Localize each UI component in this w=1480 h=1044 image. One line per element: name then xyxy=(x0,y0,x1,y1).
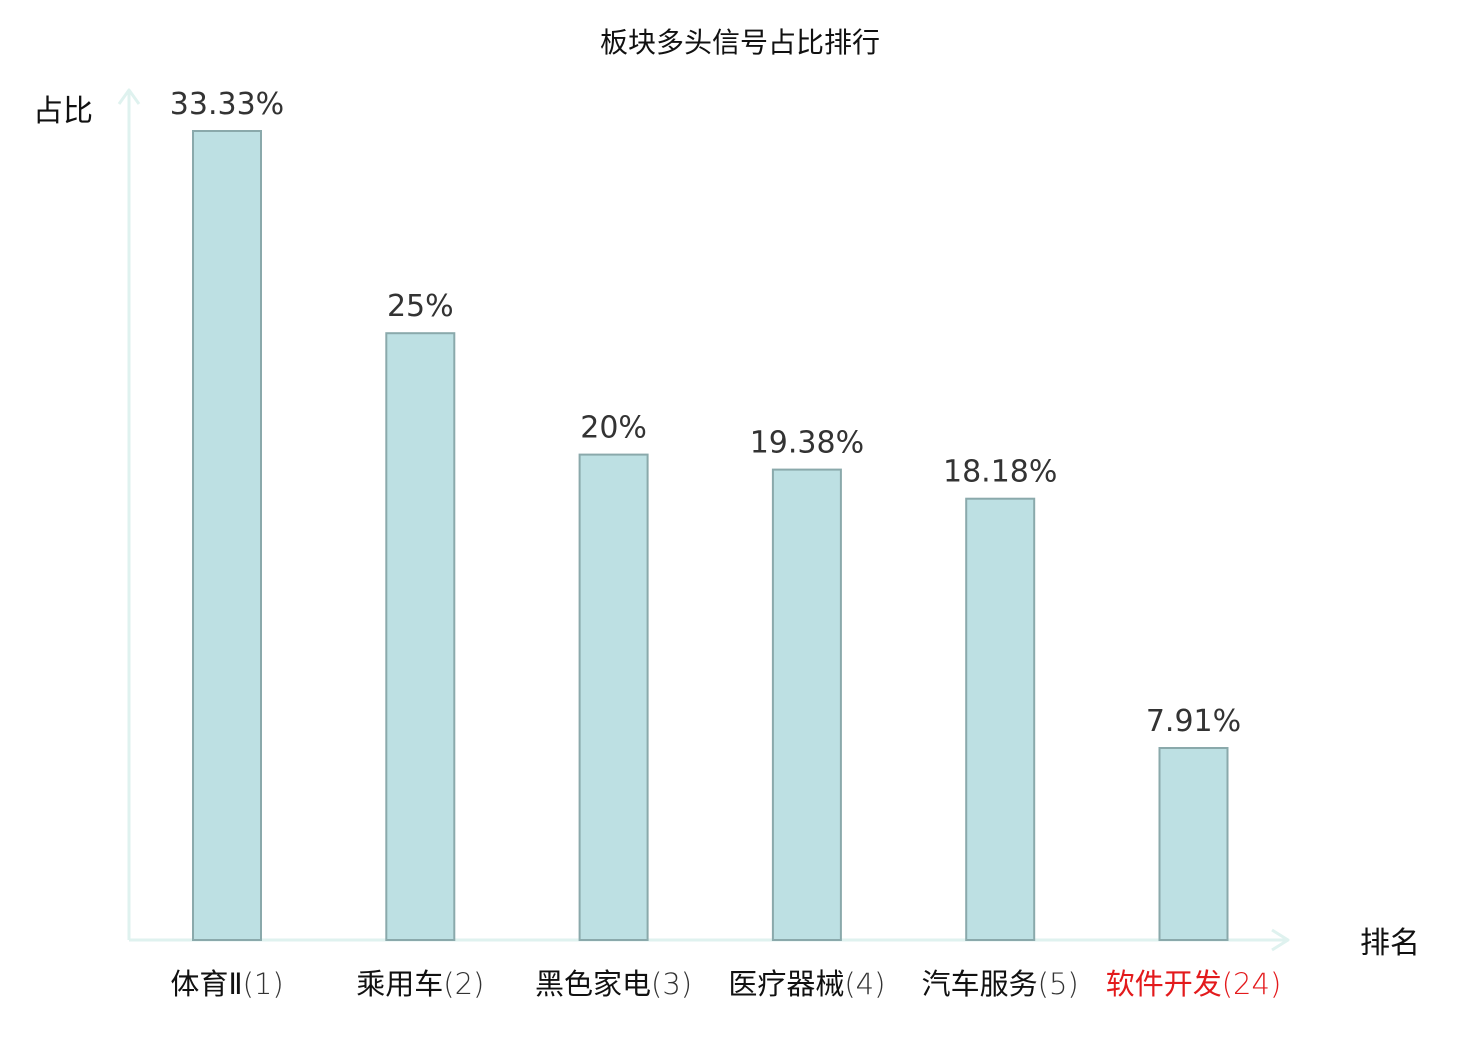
category-label: 体育Ⅱ(1) xyxy=(170,967,283,1001)
category-label: 乘用车(2) xyxy=(356,967,484,1001)
bar-value-label: 19.38% xyxy=(750,426,864,461)
category-name: 软件开发 xyxy=(1106,967,1222,1001)
category-labels-group: 体育Ⅱ(1) 乘用车(2) 黑色家电(3) 医疗器械(4) 汽车服务(5) 软件开发(24… xyxy=(170,967,1281,1001)
category-name: 汽车服务 xyxy=(922,967,1038,1001)
category-label: 医疗器械(4) xyxy=(728,967,885,1001)
category-rank: (1) xyxy=(243,967,284,1001)
category-rank: (3) xyxy=(651,967,692,1001)
category-label: 软件开发(24) xyxy=(1106,967,1282,1001)
bar-value-label: 25% xyxy=(387,289,454,324)
bar-value-label: 33.33% xyxy=(170,87,284,122)
bar xyxy=(771,468,842,941)
value-labels-group: 33.33% 25% 20% 19.38% 18.18% 7.91% xyxy=(170,87,1241,739)
bar-value-label: 18.18% xyxy=(943,455,1057,490)
y-axis-label: 占比 xyxy=(33,94,93,129)
y-axis-arrow xyxy=(117,88,141,105)
bar xyxy=(965,497,1036,941)
category-name: 医疗器械 xyxy=(728,967,844,1001)
bar-value-label: 7.91% xyxy=(1146,704,1241,739)
category-label: 汽车服务(5) xyxy=(922,967,1079,1001)
category-name: 体育Ⅱ xyxy=(170,967,242,1001)
bars-group xyxy=(192,130,1229,941)
bar xyxy=(578,453,649,941)
bar-value-label: 20% xyxy=(580,411,647,446)
bar xyxy=(192,130,262,941)
category-name: 黑色家电 xyxy=(535,967,651,1001)
bar xyxy=(385,332,456,941)
category-rank: (2) xyxy=(443,967,484,1001)
category-label: 黑色家电(3) xyxy=(535,967,692,1001)
axes xyxy=(117,88,1290,952)
category-rank: (4) xyxy=(844,967,885,1001)
category-name: 乘用车 xyxy=(356,967,443,1001)
chart-title: 板块多头信号占比排行 xyxy=(600,26,880,59)
category-rank: (5) xyxy=(1038,967,1079,1001)
x-axis-arrow xyxy=(1271,928,1290,952)
x-axis-label: 排名 xyxy=(1360,926,1420,961)
category-rank: (24) xyxy=(1222,967,1282,1001)
bar xyxy=(1158,747,1229,941)
